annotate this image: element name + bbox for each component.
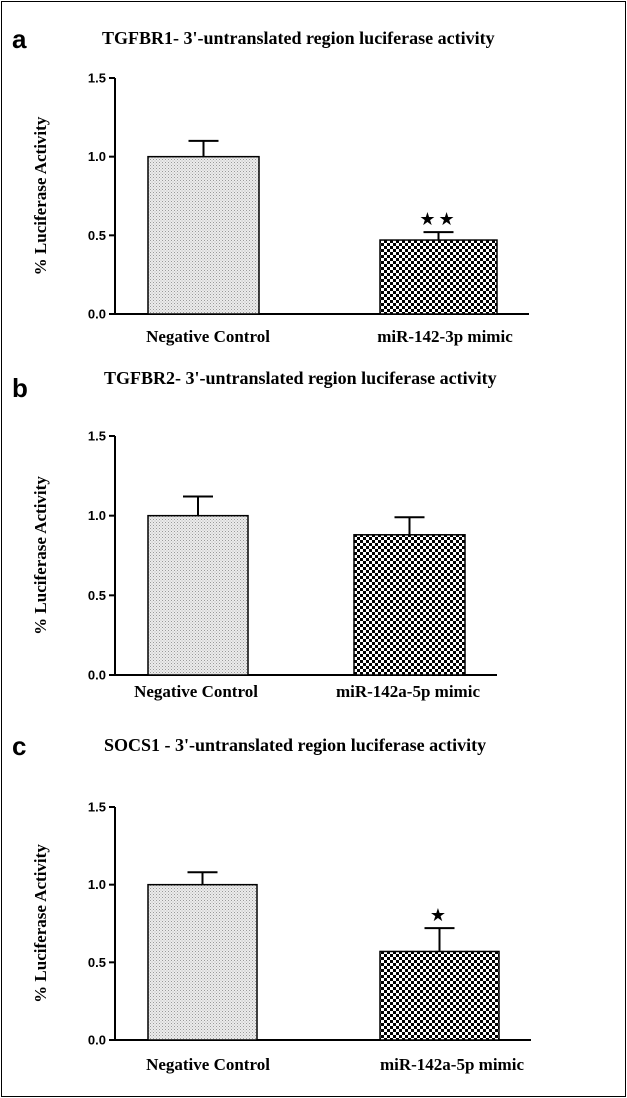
y-axis-label: % Luciferase Activity bbox=[31, 116, 50, 275]
x-category-label: miR-142a-5p mimic bbox=[380, 1055, 524, 1074]
y-tick-label: 1.0 bbox=[88, 149, 106, 164]
bar-1 bbox=[147, 155, 260, 315]
y-tick-label: 1.5 bbox=[88, 800, 106, 815]
y-tick-label: 1.5 bbox=[88, 71, 106, 86]
y-tick-label: 0.5 bbox=[88, 228, 106, 243]
chart-title: SOCS1 - 3'-untranslated region luciferas… bbox=[104, 735, 486, 755]
panel-letter: a bbox=[12, 24, 27, 54]
panel-letter: c bbox=[12, 731, 26, 761]
x-category-label: Negative Control bbox=[146, 327, 270, 346]
x-category-label: miR-142-3p mimic bbox=[377, 327, 513, 346]
y-tick-label: 0.5 bbox=[88, 955, 106, 970]
significance-stars: ★★ bbox=[419, 209, 457, 230]
y-tick-label: 1.0 bbox=[88, 877, 106, 892]
bar-1 bbox=[147, 514, 249, 676]
y-tick-label: 0.0 bbox=[88, 1033, 106, 1048]
panels-root: a TGFBR1- 3'-untranslated region lucifera… bbox=[12, 24, 531, 1074]
y-tick-label: 0.0 bbox=[88, 307, 106, 322]
panel-letter: b bbox=[12, 373, 28, 403]
y-tick-label: 0.5 bbox=[88, 588, 106, 603]
x-category-label: miR-142a-5p mimic bbox=[336, 682, 480, 701]
x-category-label: Negative Control bbox=[146, 1055, 270, 1074]
significance-stars: ★ bbox=[430, 905, 449, 926]
chart-panel-a: a TGFBR1- 3'-untranslated region lucifera… bbox=[12, 24, 529, 346]
x-category-label: Negative Control bbox=[134, 682, 258, 701]
bar-2 bbox=[379, 950, 500, 1041]
chart-title: TGFBR2- 3'-untranslated region luciferas… bbox=[104, 368, 497, 388]
chart-title: TGFBR1- 3'-untranslated region luciferas… bbox=[102, 28, 495, 48]
y-axis-label: % Luciferase Activity bbox=[31, 844, 50, 1003]
chart-panel-c: c SOCS1 - 3'-untranslated region lucifera… bbox=[12, 731, 531, 1074]
bar-2 bbox=[353, 534, 466, 676]
y-tick-label: 0.0 bbox=[88, 668, 106, 683]
y-axis-label: % Luciferase Activity bbox=[31, 476, 50, 635]
bar-2 bbox=[379, 239, 498, 315]
chart-panel-b: b TGFBR2- 3'-untranslated region lucifera… bbox=[12, 368, 497, 701]
y-tick-label: 1.0 bbox=[88, 508, 106, 523]
bar-1 bbox=[147, 883, 258, 1041]
y-tick-label: 1.5 bbox=[88, 429, 106, 444]
